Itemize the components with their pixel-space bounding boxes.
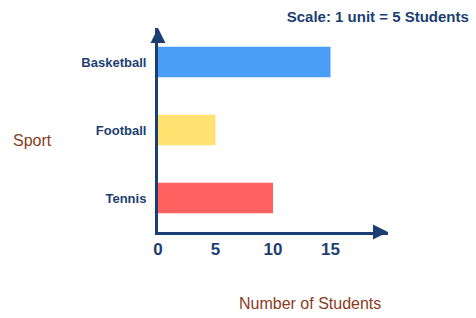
svg-text:15: 15	[321, 240, 340, 259]
svg-text:10: 10	[264, 240, 283, 259]
svg-text:Number of Students: Number of Students	[239, 295, 381, 312]
svg-text:5: 5	[211, 240, 220, 259]
svg-text:Scale: 1 unit = 5 Students: Scale: 1 unit = 5 Students	[287, 8, 469, 25]
svg-text:Basketball: Basketball	[81, 55, 146, 70]
svg-text:Tennis: Tennis	[105, 191, 146, 206]
svg-text:0: 0	[153, 240, 162, 259]
svg-text:Football: Football	[96, 123, 147, 138]
svg-text:Sport: Sport	[13, 132, 52, 149]
